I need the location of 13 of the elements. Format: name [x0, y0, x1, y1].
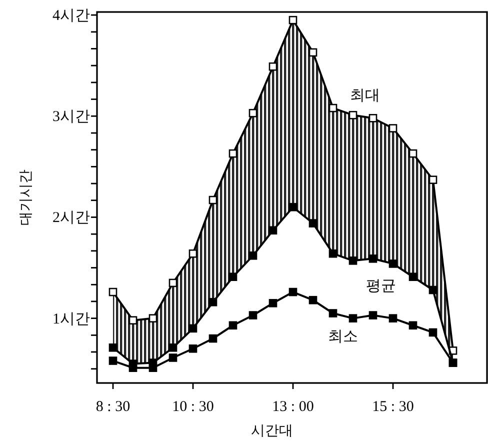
- series-label: 최소: [328, 327, 358, 346]
- series-label: 최대: [350, 86, 380, 104]
- x-tick-label: 15 : 30: [372, 399, 414, 415]
- x-axis-title: 시간대: [251, 423, 293, 439]
- y-tick-label: 2시간: [52, 210, 90, 226]
- y-tick-label: 1시간: [52, 311, 90, 328]
- x-tick-label: 10 : 30: [172, 399, 214, 415]
- y-tick-label: 4시간: [52, 8, 90, 24]
- x-tick-label: 8 : 30: [96, 399, 130, 415]
- y-tick-label: 3시간: [52, 109, 90, 126]
- x-tick-label: 13 : 00: [272, 399, 314, 415]
- series-label: 평균: [366, 276, 396, 295]
- y-axis-title: 대기시간: [18, 170, 34, 226]
